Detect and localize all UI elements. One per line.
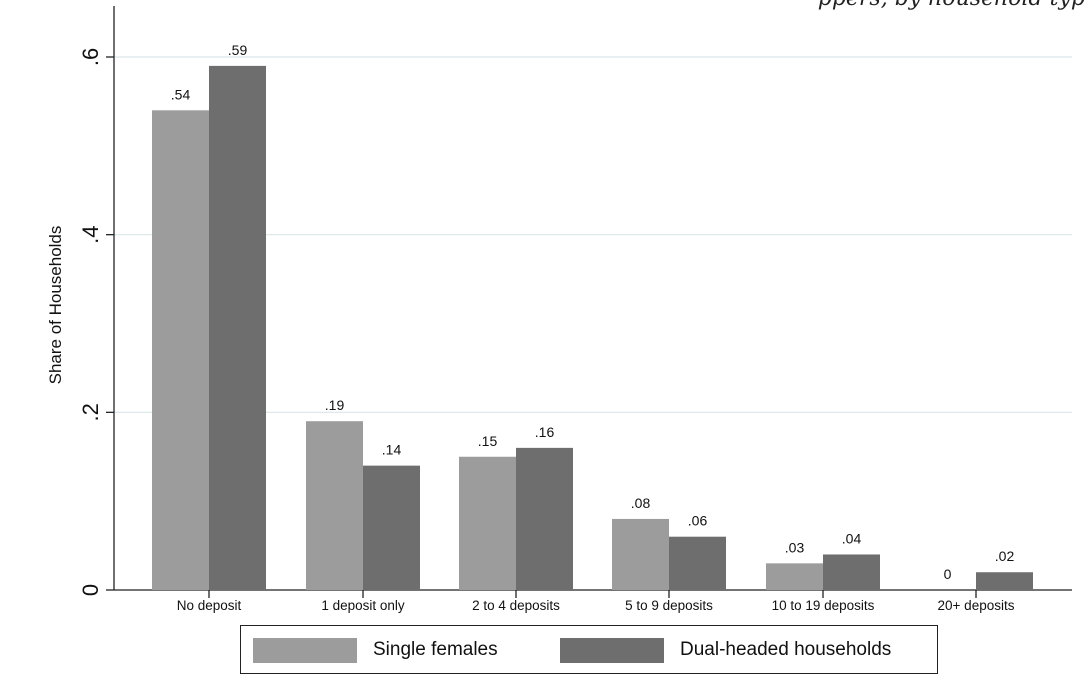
- legend-label-dual-headed: Dual-headed households: [680, 639, 892, 660]
- y-tick-label: .4: [78, 225, 103, 243]
- bar-single-females: [612, 518, 669, 590]
- x-tick-label: 10 to 19 deposits: [772, 598, 875, 613]
- x-tick-label: 5 to 9 deposits: [625, 598, 713, 613]
- bar-dual-headed: [363, 465, 420, 590]
- bar-single-females: [766, 563, 823, 590]
- cropped-caption: ppers, by household typ: [0, 0, 1085, 16]
- gridlines: [114, 56, 1072, 413]
- y-tick-label: .6: [78, 48, 103, 66]
- bar-value-label: .14: [382, 442, 402, 458]
- bars: .54 .59 .19 .14 .15 .16 .08 .06 .03 .04 0 .02: [152, 42, 1033, 591]
- bar-value-label: .08: [631, 495, 651, 511]
- legend-item-single-females: Single females: [253, 637, 498, 663]
- y-ticks: 0 .2 .4 .6: [78, 48, 114, 596]
- bar-value-label: .03: [785, 539, 805, 555]
- bar-single-females: [459, 456, 516, 590]
- bar-value-label: .19: [325, 397, 345, 413]
- y-tick-label: 0: [78, 584, 103, 596]
- legend-swatch-dual-headed: [560, 637, 664, 663]
- x-tick-labels: No deposit 1 deposit only 2 to 4 deposits 5…: [177, 590, 1015, 613]
- bar-value-label: .06: [688, 513, 708, 529]
- bar-value-label: .59: [228, 42, 248, 58]
- bar-dual-headed: [976, 572, 1033, 590]
- x-tick-label: 1 deposit only: [321, 598, 405, 613]
- bar-dual-headed: [516, 447, 573, 590]
- bar-value-label: .04: [842, 530, 862, 546]
- bar-dual-headed: [209, 65, 266, 591]
- bar-value-label: .02: [995, 548, 1015, 564]
- legend-swatch-single-females: [253, 637, 357, 663]
- y-axis-label: Share of Households: [46, 226, 65, 385]
- legend-item-dual-headed: Dual-headed households: [560, 637, 891, 663]
- x-tick-label: 2 to 4 deposits: [472, 598, 560, 613]
- bar-value-label: .16: [535, 424, 555, 440]
- bar-single-females: [306, 421, 363, 590]
- x-tick-label: No deposit: [177, 598, 242, 613]
- x-tick-label: 20+ deposits: [938, 598, 1015, 613]
- bar-dual-headed: [669, 536, 726, 590]
- cropped-caption-text: ppers, by household typ: [818, 0, 1085, 11]
- bar-single-females: [152, 110, 209, 591]
- y-tick-label: .2: [78, 403, 103, 421]
- bar-value-label: 0: [944, 566, 952, 582]
- bar-dual-headed: [823, 554, 880, 590]
- bar-value-label: .15: [478, 433, 498, 449]
- bar-value-label: .54: [171, 86, 191, 102]
- legend-label-single-females: Single females: [373, 639, 498, 660]
- legend: Single females Dual-headed households: [240, 625, 938, 674]
